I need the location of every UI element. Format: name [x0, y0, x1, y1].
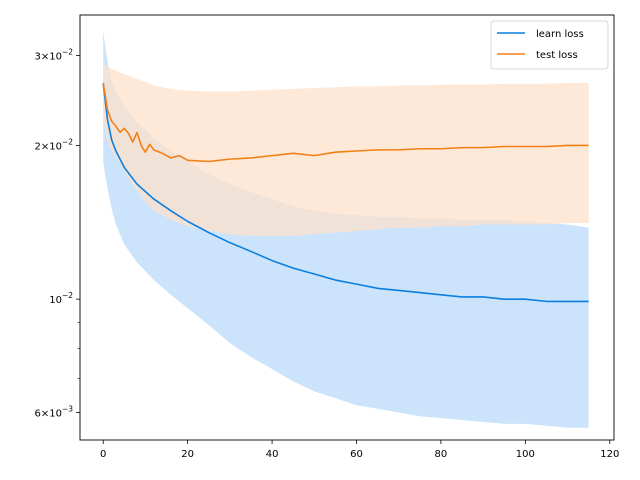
y-tick-label: 2×10−2	[34, 137, 73, 152]
x-tick-label: 0	[100, 449, 106, 460]
x-tick-label: 80	[435, 449, 448, 460]
legend: learn loss test loss	[490, 20, 609, 70]
x-tick-label: 120	[600, 449, 619, 460]
y-tick-label: 3×10−2	[34, 47, 73, 62]
x-tick-label: 60	[350, 449, 363, 460]
y-tick-label: 6×10−3	[34, 404, 73, 419]
axes: 0 20 40 60 80 100 120 6×10−3 10−2 2×10−2 3×10−2	[34, 14, 619, 460]
test-loss-band	[103, 64, 589, 236]
legend-label: learn loss	[536, 29, 584, 40]
test-loss-line	[102, 82, 589, 163]
x-tick-label: 100	[516, 449, 535, 460]
axes-frame	[79, 14, 615, 441]
x-tick-label: 20	[181, 449, 194, 460]
plot-area	[102, 30, 589, 428]
y-tick-label: 10−2	[49, 291, 73, 306]
x-tick-label: 40	[266, 449, 279, 460]
learn-loss-line	[102, 82, 589, 303]
legend-label: test loss	[536, 50, 578, 61]
